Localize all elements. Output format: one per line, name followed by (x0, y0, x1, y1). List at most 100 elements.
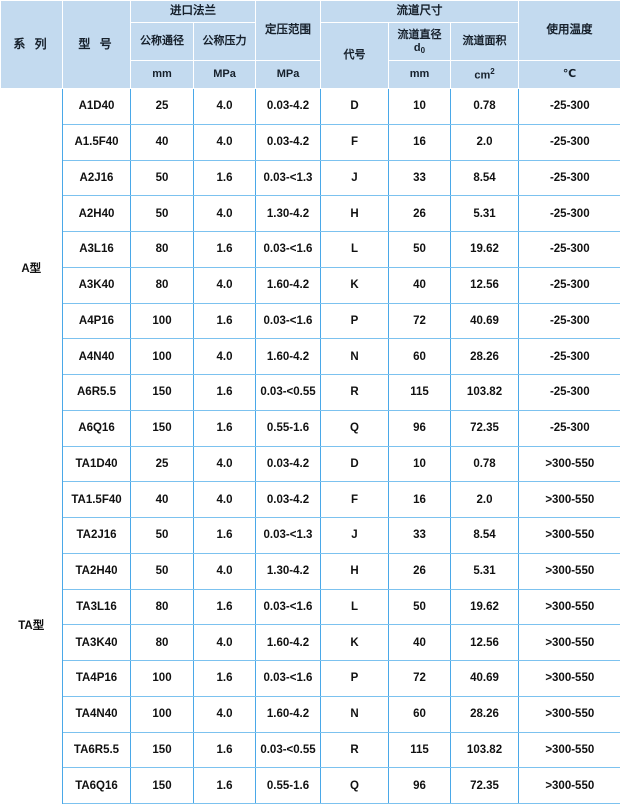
cell-temperature: >300-550 (519, 446, 620, 482)
cell-nominal-diameter: 50 (131, 518, 194, 554)
cell-pressure-range: 0.03-4.2 (256, 124, 321, 160)
cell-code: L (321, 232, 389, 268)
cell-model: A4N40 (63, 339, 131, 375)
cell-code: H (321, 553, 389, 589)
cell-flow-diameter: 50 (389, 232, 451, 268)
cell-model: TA4N40 (63, 696, 131, 732)
cell-model: TA3K40 (63, 625, 131, 661)
cell-pressure-range: 0.55-1.6 (256, 768, 321, 804)
cell-flow-area: 12.56 (451, 267, 519, 303)
cell-pressure-range: 0.03-4.2 (256, 446, 321, 482)
cell-code: Q (321, 410, 389, 446)
cell-model: TA1D40 (63, 446, 131, 482)
cell-pressure-range: 1.60-4.2 (256, 267, 321, 303)
cell-flow-diameter: 26 (389, 553, 451, 589)
series-label-2: TA型 (1, 446, 63, 804)
cell-flow-diameter: 26 (389, 196, 451, 232)
cell-pressure-range: 1.30-4.2 (256, 196, 321, 232)
cell-nominal-diameter: 100 (131, 339, 194, 375)
cell-flow-diameter: 16 (389, 124, 451, 160)
header-flow-diameter-subscript: 0 (421, 46, 425, 55)
cell-nominal-pressure: 4.0 (194, 339, 256, 375)
header-inlet-flange-group: 进口法兰 (131, 1, 256, 23)
cell-flow-area: 19.62 (451, 589, 519, 625)
cell-temperature: >300-550 (519, 553, 620, 589)
header-unit-flow-area-base: cm (474, 70, 490, 82)
cell-pressure-range: 0.03-<1.6 (256, 661, 321, 697)
cell-flow-diameter: 60 (389, 696, 451, 732)
cell-flow-area: 72.35 (451, 768, 519, 804)
cell-nominal-diameter: 80 (131, 625, 194, 661)
cell-model: TA2J16 (63, 518, 131, 554)
cell-temperature: -25-300 (519, 267, 620, 303)
cell-code: J (321, 518, 389, 554)
cell-nominal-diameter: 100 (131, 661, 194, 697)
cell-temperature: -25-300 (519, 375, 620, 411)
cell-pressure-range: 1.30-4.2 (256, 553, 321, 589)
cell-nominal-pressure: 1.6 (194, 732, 256, 768)
cell-model: A3L16 (63, 232, 131, 268)
cell-pressure-range: 0.03-<0.55 (256, 732, 321, 768)
header-unit-nominal-diameter: mm (131, 61, 194, 89)
cell-temperature: -25-300 (519, 303, 620, 339)
cell-nominal-pressure: 1.6 (194, 303, 256, 339)
cell-flow-area: 8.54 (451, 160, 519, 196)
cell-nominal-pressure: 1.6 (194, 375, 256, 411)
cell-temperature: -25-300 (519, 89, 620, 125)
cell-model: TA3L16 (63, 589, 131, 625)
cell-flow-area: 2.0 (451, 482, 519, 518)
header-flow-area: 流道面积 (451, 23, 519, 61)
cell-code: K (321, 625, 389, 661)
cell-flow-diameter: 40 (389, 625, 451, 661)
cell-pressure-range: 1.60-4.2 (256, 339, 321, 375)
cell-code: P (321, 303, 389, 339)
cell-nominal-pressure: 1.6 (194, 160, 256, 196)
header-series: 系 列 (1, 1, 63, 89)
cell-flow-diameter: 72 (389, 661, 451, 697)
cell-model: A2H40 (63, 196, 131, 232)
cell-flow-diameter: 96 (389, 768, 451, 804)
cell-nominal-diameter: 100 (131, 696, 194, 732)
cell-nominal-diameter: 25 (131, 89, 194, 125)
cell-model: TA6R5.5 (63, 732, 131, 768)
cell-nominal-pressure: 4.0 (194, 625, 256, 661)
table-header: 系 列 型 号 进口法兰 定压范围 流道尺寸 使用温度 公称通径 公称压力 代号… (1, 1, 620, 89)
cell-nominal-diameter: 80 (131, 267, 194, 303)
cell-pressure-range: 0.03-<1.3 (256, 518, 321, 554)
cell-nominal-pressure: 1.6 (194, 518, 256, 554)
header-nominal-diameter: 公称通径 (131, 23, 194, 61)
cell-nominal-diameter: 40 (131, 482, 194, 518)
cell-temperature: >300-550 (519, 625, 620, 661)
header-model: 型 号 (63, 1, 131, 89)
cell-nominal-pressure: 4.0 (194, 446, 256, 482)
cell-temperature: >300-550 (519, 482, 620, 518)
header-flow-diameter-symbol: d (414, 42, 421, 54)
series-label-1: A型 (1, 89, 63, 447)
cell-nominal-diameter: 150 (131, 732, 194, 768)
cell-nominal-pressure: 4.0 (194, 696, 256, 732)
cell-flow-area: 5.31 (451, 553, 519, 589)
header-pressure-range: 定压范围 (256, 1, 321, 61)
cell-flow-area: 19.62 (451, 232, 519, 268)
header-flow-diameter: 流道直径 d0 (389, 23, 451, 61)
cell-model: TA1.5F40 (63, 482, 131, 518)
header-code: 代号 (321, 23, 389, 89)
cell-flow-area: 0.78 (451, 446, 519, 482)
cell-nominal-pressure: 1.6 (194, 232, 256, 268)
cell-flow-area: 40.69 (451, 661, 519, 697)
cell-flow-diameter: 16 (389, 482, 451, 518)
cell-nominal-pressure: 4.0 (194, 89, 256, 125)
cell-code: F (321, 482, 389, 518)
